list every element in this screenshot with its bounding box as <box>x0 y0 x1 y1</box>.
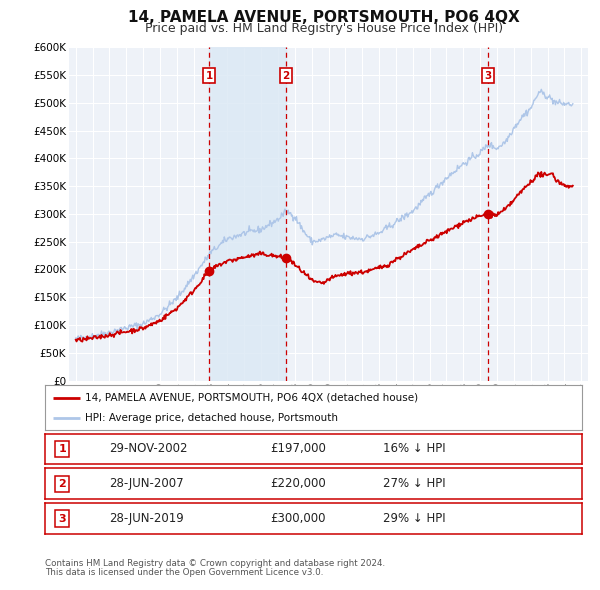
Text: 29-NOV-2002: 29-NOV-2002 <box>109 442 188 455</box>
Text: £220,000: £220,000 <box>271 477 326 490</box>
Text: 3: 3 <box>485 71 492 80</box>
Text: 28-JUN-2007: 28-JUN-2007 <box>109 477 184 490</box>
Text: £197,000: £197,000 <box>271 442 326 455</box>
Text: 29% ↓ HPI: 29% ↓ HPI <box>383 512 446 525</box>
Text: 14, PAMELA AVENUE, PORTSMOUTH, PO6 4QX: 14, PAMELA AVENUE, PORTSMOUTH, PO6 4QX <box>128 10 520 25</box>
Text: 14, PAMELA AVENUE, PORTSMOUTH, PO6 4QX (detached house): 14, PAMELA AVENUE, PORTSMOUTH, PO6 4QX (… <box>85 393 418 402</box>
Bar <box>209 47 286 381</box>
Text: 2: 2 <box>283 71 290 80</box>
Text: Price paid vs. HM Land Registry's House Price Index (HPI): Price paid vs. HM Land Registry's House … <box>145 22 503 35</box>
Text: 27% ↓ HPI: 27% ↓ HPI <box>383 477 446 490</box>
Text: 28-JUN-2019: 28-JUN-2019 <box>109 512 184 525</box>
Text: £300,000: £300,000 <box>271 512 326 525</box>
Text: 2: 2 <box>58 479 66 489</box>
Text: This data is licensed under the Open Government Licence v3.0.: This data is licensed under the Open Gov… <box>45 568 323 577</box>
Text: 1: 1 <box>58 444 66 454</box>
Text: 3: 3 <box>58 514 66 523</box>
Text: Contains HM Land Registry data © Crown copyright and database right 2024.: Contains HM Land Registry data © Crown c… <box>45 559 385 568</box>
Text: HPI: Average price, detached house, Portsmouth: HPI: Average price, detached house, Port… <box>85 414 338 424</box>
Text: 16% ↓ HPI: 16% ↓ HPI <box>383 442 446 455</box>
Text: 1: 1 <box>205 71 212 80</box>
